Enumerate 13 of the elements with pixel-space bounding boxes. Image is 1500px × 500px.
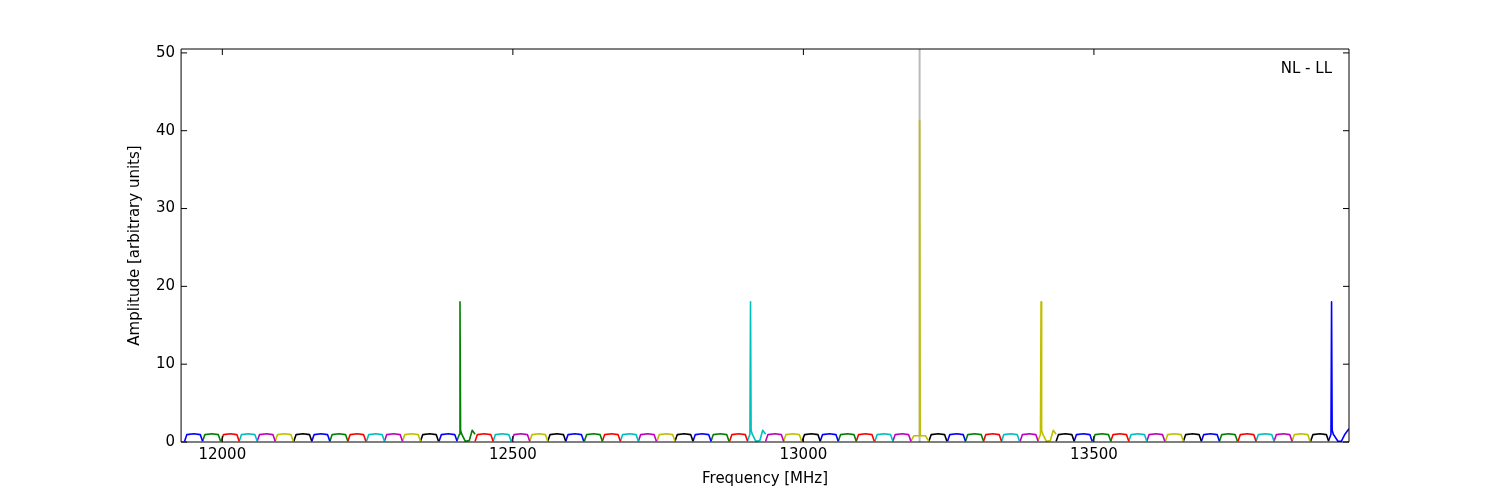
x-tick-label: 13500 bbox=[1070, 444, 1118, 463]
y-tick-label: 30 bbox=[155, 198, 176, 217]
annotation: NL - LL bbox=[1280, 59, 1333, 78]
x-axis-title: Frequency [MHz] bbox=[702, 468, 829, 487]
x-tick-label: 12000 bbox=[198, 444, 247, 463]
x-tick-label: 13000 bbox=[779, 444, 828, 463]
y-tick-label: 50 bbox=[155, 42, 176, 61]
y-tick-label: 20 bbox=[155, 276, 176, 295]
x-tick-label: 12500 bbox=[489, 444, 537, 463]
y-tick-label: 0 bbox=[165, 431, 176, 450]
y-axis-title: Amplitude [arbitrary units] bbox=[124, 145, 143, 346]
y-tick-label: 10 bbox=[155, 354, 176, 373]
y-tick-label: 40 bbox=[155, 120, 176, 139]
